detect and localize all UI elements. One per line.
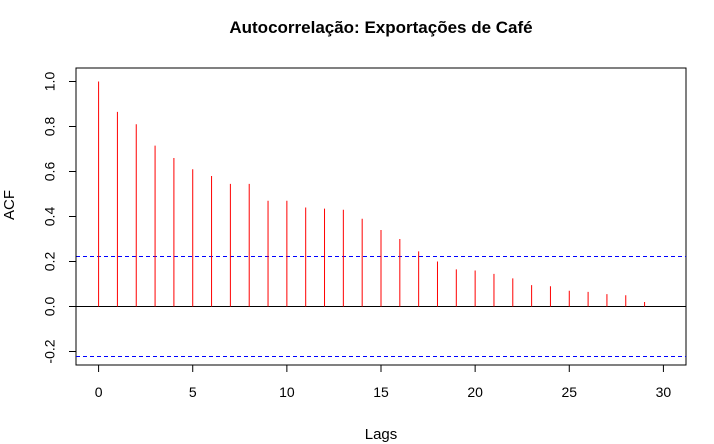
y-axis: -0.2 0.0 0.2 0.4 0.6 0.8 1.0 <box>42 72 77 364</box>
x-tick-label: 25 <box>561 384 577 400</box>
y-tick-label: 0.6 <box>42 162 58 182</box>
y-tick-label: 0.4 <box>42 207 58 227</box>
chart-title: Autocorrelação: Exportações de Café <box>229 18 532 37</box>
x-axis: 0 5 10 15 20 25 30 <box>95 364 672 400</box>
y-tick-label: 0.0 <box>42 297 58 317</box>
x-axis-label: Lags <box>365 426 398 443</box>
x-tick-label: 15 <box>373 384 389 400</box>
acf-bars <box>98 81 646 307</box>
y-tick-label: 0.2 <box>42 252 58 272</box>
x-tick-label: 0 <box>95 384 103 400</box>
y-tick-label: -0.2 <box>42 339 58 363</box>
x-tick-label: 10 <box>279 384 295 400</box>
x-tick-label: 5 <box>189 384 197 400</box>
x-tick-label: 30 <box>656 384 672 400</box>
y-tick-label: 0.8 <box>42 117 58 137</box>
y-tick-label: 1.0 <box>42 72 58 92</box>
x-tick-label: 20 <box>467 384 483 400</box>
y-axis-label: ACF <box>1 190 18 220</box>
plot-frame <box>75 67 687 366</box>
